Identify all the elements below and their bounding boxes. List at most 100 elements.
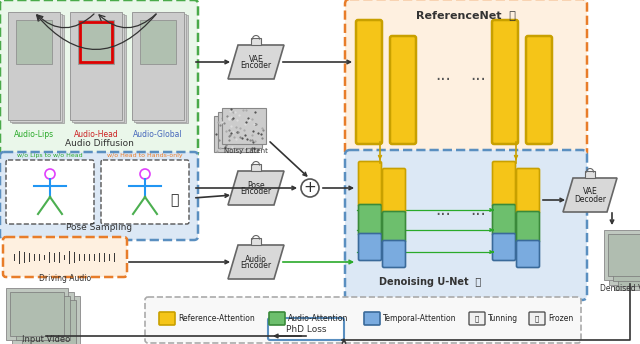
Bar [609,235,640,285]
FancyBboxPatch shape [358,161,381,206]
Text: Frozen: Frozen [548,314,573,323]
FancyBboxPatch shape [383,169,406,214]
Bar [16,296,70,340]
Bar [251,38,261,45]
FancyBboxPatch shape [268,318,344,340]
FancyBboxPatch shape [159,312,175,325]
Bar [614,240,640,290]
Bar [613,239,640,281]
Bar [585,171,595,178]
FancyBboxPatch shape [0,0,198,156]
Bar [618,244,640,286]
Text: Noisy Latent: Noisy Latent [224,148,268,154]
Text: PhD Loss: PhD Loss [285,324,326,333]
Bar [218,112,262,148]
Bar [8,12,60,120]
Text: Encoder: Encoder [241,62,271,71]
Text: Driving Audio: Driving Audio [39,274,91,283]
FancyBboxPatch shape [358,204,381,236]
FancyBboxPatch shape [0,152,198,240]
Bar [10,13,62,121]
Text: Pose Sampling: Pose Sampling [66,223,132,232]
FancyBboxPatch shape [526,36,552,144]
FancyBboxPatch shape [358,234,381,260]
Text: Audio-Head: Audio-Head [74,130,118,139]
Bar [78,20,114,64]
Polygon shape [228,171,284,205]
Bar [12,15,64,123]
Bar [251,164,261,171]
Polygon shape [228,245,284,279]
Text: Denoising U-Net  🔥: Denoising U-Net 🔥 [379,277,481,287]
Text: 🔥: 🔥 [475,315,479,322]
Text: Audio: Audio [245,255,267,264]
Bar [74,15,126,123]
Text: Pose: Pose [247,181,265,190]
Bar [16,20,52,64]
FancyBboxPatch shape [364,312,380,325]
Bar [604,230,640,280]
FancyBboxPatch shape [516,169,540,214]
Text: ···: ··· [470,206,486,224]
Text: ···: ··· [435,206,451,224]
Text: 🤲: 🤲 [170,193,178,207]
Circle shape [301,179,319,197]
Text: w/o Lips to w/o Head: w/o Lips to w/o Head [17,153,83,158]
FancyBboxPatch shape [356,20,382,144]
FancyBboxPatch shape [269,312,285,325]
Bar [18,296,80,344]
FancyBboxPatch shape [516,240,540,268]
Bar [72,13,124,121]
Text: VAE: VAE [248,54,264,64]
Text: Denoised Video: Denoised Video [600,284,640,293]
FancyBboxPatch shape [493,161,515,206]
Text: Input Video: Input Video [22,335,70,344]
Text: Audio-Global: Audio-Global [133,130,183,139]
Bar [134,13,186,121]
FancyBboxPatch shape [390,36,416,144]
Polygon shape [228,45,284,79]
Text: Tunning: Tunning [488,314,518,323]
FancyBboxPatch shape [516,212,540,243]
Text: Reference-Attention: Reference-Attention [178,314,255,323]
FancyBboxPatch shape [101,160,189,224]
FancyBboxPatch shape [345,150,587,300]
Bar [214,116,258,152]
Bar [222,108,266,144]
Text: Audio-Attention: Audio-Attention [288,314,348,323]
FancyBboxPatch shape [493,234,515,260]
Bar [80,22,112,62]
FancyBboxPatch shape [3,237,127,277]
FancyBboxPatch shape [6,160,94,224]
Bar [10,292,64,336]
Text: Decoder: Decoder [574,194,606,204]
Bar [140,20,176,64]
FancyBboxPatch shape [383,212,406,243]
FancyBboxPatch shape [493,204,515,236]
Polygon shape [563,178,617,212]
Bar [70,12,122,120]
Bar [136,15,188,123]
Text: Temporal-Attention: Temporal-Attention [383,314,456,323]
FancyBboxPatch shape [145,297,581,343]
Bar [132,12,184,120]
Text: 🔒: 🔒 [535,315,539,322]
Text: Audio Diffusion: Audio Diffusion [65,139,133,148]
FancyBboxPatch shape [345,0,587,157]
Text: +: + [303,181,316,195]
Text: Audio-Lips: Audio-Lips [14,130,54,139]
Text: ···: ··· [435,71,451,89]
Bar [608,234,640,276]
Bar [6,288,68,340]
Text: Encoder: Encoder [241,187,271,196]
Text: w/o Head to Hands-only: w/o Head to Hands-only [107,153,183,158]
FancyBboxPatch shape [383,240,406,268]
Text: ReferenceNet  🔥: ReferenceNet 🔥 [416,10,516,20]
FancyBboxPatch shape [529,312,545,325]
FancyBboxPatch shape [492,20,518,144]
Bar [22,300,76,344]
Bar [251,238,261,245]
Text: Encoder: Encoder [241,261,271,270]
FancyBboxPatch shape [469,312,485,325]
Text: VAE: VAE [582,187,597,196]
